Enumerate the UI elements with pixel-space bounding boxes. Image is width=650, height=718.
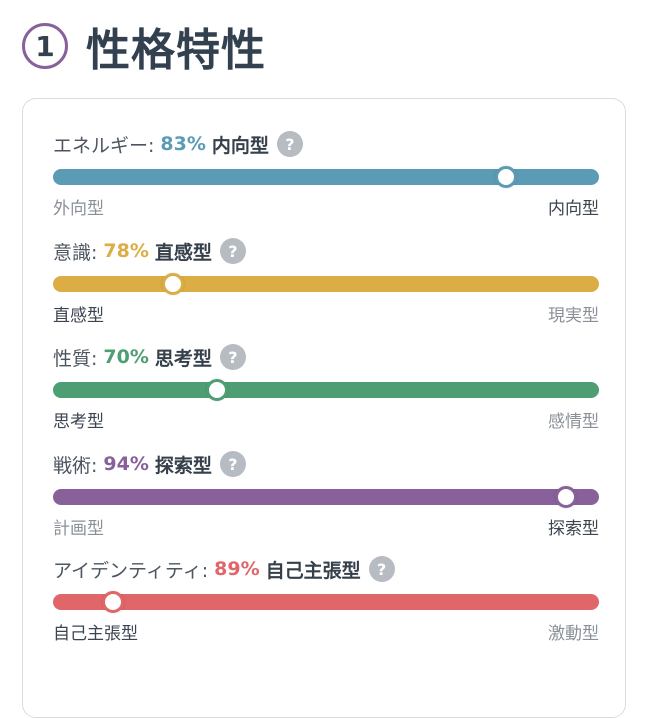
trait-percent: 78%	[103, 240, 149, 262]
trait-type: 探索型	[154, 454, 212, 477]
trait-tactics: 戦術: 94% 探索型 ? 計画型 探索型	[53, 449, 599, 539]
trait-left-label: 自己主張型	[53, 624, 138, 644]
trait-bar	[53, 273, 599, 295]
page-title: 性格特性	[86, 25, 266, 76]
trait-name: 意識:	[53, 241, 98, 264]
trait-right-label: 感情型	[548, 412, 599, 432]
trait-ends: 外向型 内向型	[53, 194, 599, 219]
trait-left-label: 計画型	[53, 519, 104, 539]
trait-name: エネルギー:	[53, 134, 155, 157]
help-icon[interactable]: ?	[219, 344, 246, 370]
trait-type: 思考型	[154, 347, 212, 370]
trait-name: 性質:	[53, 347, 98, 370]
trait-right-label: 探索型	[548, 519, 599, 539]
trait-ends: 思考型 感情型	[53, 407, 599, 432]
trait-slider-knob	[555, 486, 578, 508]
trait-label-row: アイデンティティ: 89% 自己主張型 ?	[53, 554, 599, 584]
trait-mind: 意識: 78% 直感型 ? 直感型 現実型	[53, 236, 599, 326]
help-icon[interactable]: ?	[219, 238, 246, 264]
trait-identity: アイデンティティ: 89% 自己主張型 ? 自己主張型 激動型	[53, 554, 599, 644]
traits-card: エネルギー: 83% 内向型 ? 外向型 内向型 意識: 78% 直感型 ? 直…	[22, 98, 626, 718]
trait-label-row: 戦術: 94% 探索型 ?	[53, 449, 599, 479]
trait-bar	[53, 486, 599, 508]
help-icon[interactable]: ?	[368, 556, 395, 582]
trait-slider-knob	[162, 273, 185, 295]
trait-name: 戦術:	[53, 454, 98, 477]
help-icon[interactable]: ?	[276, 131, 303, 157]
trait-label-row: エネルギー: 83% 内向型 ?	[53, 129, 599, 159]
trait-percent: 89%	[214, 558, 260, 580]
trait-ends: 直感型 現実型	[53, 301, 599, 326]
help-icon[interactable]: ?	[219, 451, 246, 477]
trait-ends: 計画型 探索型	[53, 514, 599, 539]
trait-nature: 性質: 70% 思考型 ? 思考型 感情型	[53, 342, 599, 432]
trait-right-label: 激動型	[548, 624, 599, 644]
trait-bar	[53, 166, 599, 188]
trait-ends: 自己主張型 激動型	[53, 619, 599, 644]
trait-bar	[53, 379, 599, 401]
section-header: 1 性格特性	[22, 18, 266, 76]
trait-right-label: 現実型	[548, 306, 599, 326]
trait-left-label: 外向型	[53, 199, 104, 219]
trait-percent: 70%	[103, 346, 149, 368]
trait-percent: 83%	[160, 133, 206, 155]
trait-slider-knob	[102, 591, 125, 613]
trait-type: 直感型	[154, 241, 212, 264]
trait-energy: エネルギー: 83% 内向型 ? 外向型 内向型	[53, 129, 599, 219]
trait-slider-knob	[495, 166, 518, 188]
trait-type: 内向型	[211, 134, 269, 157]
trait-left-label: 思考型	[53, 412, 104, 432]
trait-label-row: 性質: 70% 思考型 ?	[53, 342, 599, 372]
trait-percent: 94%	[103, 453, 149, 475]
trait-label-row: 意識: 78% 直感型 ?	[53, 236, 599, 266]
step-number-badge: 1	[22, 23, 68, 69]
trait-name: アイデンティティ:	[53, 559, 209, 582]
trait-bar	[53, 591, 599, 613]
trait-slider-knob	[205, 379, 228, 401]
trait-type: 自己主張型	[265, 559, 361, 582]
trait-right-label: 内向型	[548, 199, 599, 219]
trait-left-label: 直感型	[53, 306, 104, 326]
